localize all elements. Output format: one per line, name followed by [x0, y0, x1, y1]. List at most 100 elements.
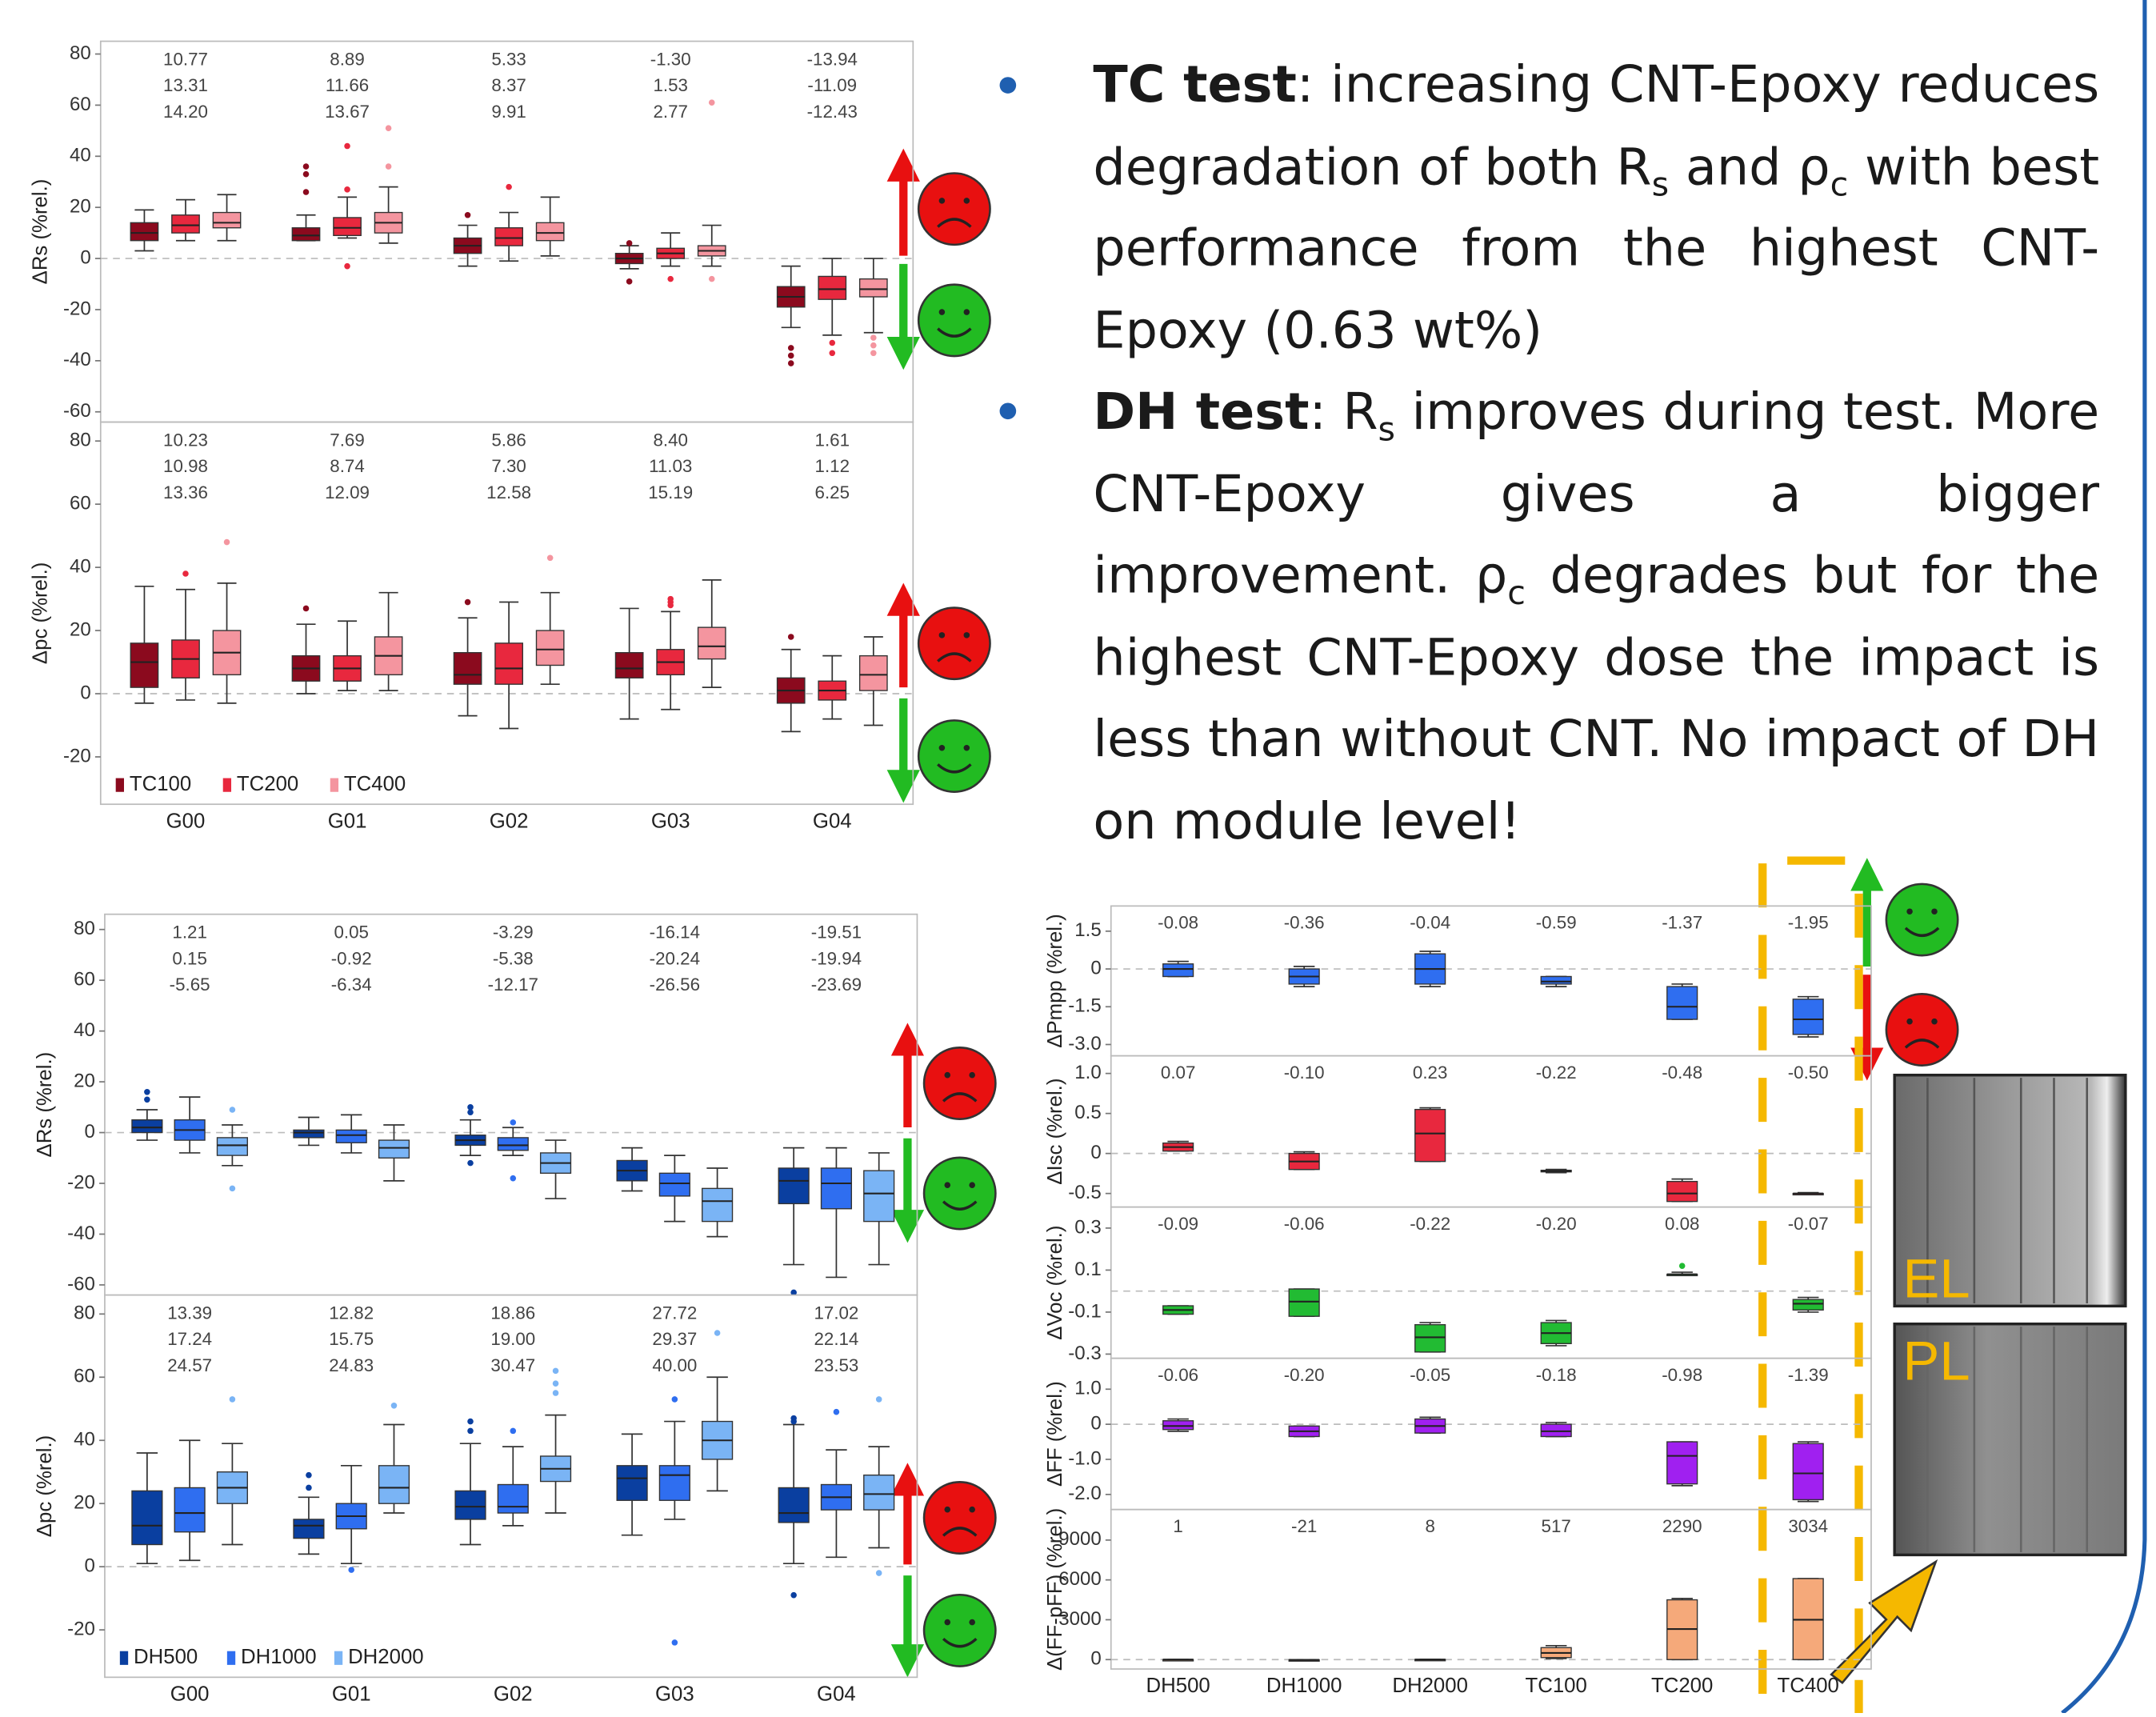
outlier [467, 1428, 474, 1435]
panel-frame [101, 422, 914, 805]
x-tick-label: DH500 [1146, 1675, 1210, 1697]
panel-frame [1111, 906, 1871, 1055]
mean-label: -19.51 [811, 923, 862, 943]
box [218, 1138, 248, 1155]
mean-label: 17.02 [814, 1303, 858, 1323]
outlier [467, 1104, 474, 1111]
mean-label: 0.15 [172, 948, 206, 968]
y-tick-label: 0 [1090, 957, 1101, 979]
outlier [306, 1485, 312, 1491]
mean-label: 2290 [1662, 1516, 1702, 1536]
outlier [829, 340, 835, 346]
mean-label: 5.86 [491, 430, 526, 450]
box [1541, 1424, 1571, 1436]
legend-label: DH500 [134, 1646, 198, 1668]
outlier [386, 125, 392, 131]
outlier [303, 171, 310, 178]
outlier [714, 1330, 721, 1336]
box [702, 1188, 733, 1221]
y-tick-label: 20 [70, 196, 91, 218]
y-tick-label: 0.5 [1074, 1102, 1101, 1123]
image-label: PL [1902, 1330, 1970, 1391]
mean-label: 15.19 [648, 482, 693, 502]
y-tick-label: -60 [67, 1273, 95, 1295]
y-axis-label: Δ(FF-pFF) (%rel.) [1044, 1508, 1066, 1671]
y-tick-label: -1.0 [1068, 1447, 1101, 1469]
box [1667, 1442, 1698, 1484]
mean-label: 517 [1542, 1516, 1571, 1536]
x-tick-label: G03 [651, 810, 690, 832]
box [1163, 964, 1194, 977]
y-tick-label: -20 [63, 298, 91, 319]
mean-label: 8 [1425, 1516, 1434, 1536]
box [864, 1171, 894, 1221]
box [174, 1487, 205, 1531]
outlier [870, 350, 877, 356]
outlier [667, 276, 674, 282]
panel-frame [105, 915, 918, 1295]
outlier [344, 186, 350, 193]
mean-label: -1.30 [650, 50, 691, 70]
box [292, 228, 319, 241]
bold-run: TC test [1093, 55, 1296, 114]
image-label: EL [1902, 1247, 1970, 1309]
outlier [829, 350, 835, 356]
y-tick-label: -0.3 [1068, 1343, 1101, 1364]
outlier [230, 1107, 236, 1113]
y-tick-label: -0.1 [1068, 1300, 1101, 1322]
legend-label: TC200 [237, 773, 298, 795]
box [495, 643, 522, 684]
bullet-dot [1000, 77, 1017, 94]
outlier [834, 1409, 840, 1415]
mean-label: -6.34 [331, 975, 372, 995]
box [172, 215, 199, 233]
outlier [788, 353, 794, 359]
mean-label: 7.69 [330, 430, 364, 450]
mean-label: -0.48 [1662, 1063, 1702, 1083]
mean-label: 8.74 [330, 456, 364, 476]
box [495, 228, 522, 246]
box [536, 222, 563, 240]
mean-label: -26.56 [650, 975, 700, 995]
outlier [790, 1415, 797, 1422]
box [659, 1466, 690, 1500]
box [1793, 1299, 1823, 1310]
mean-label: -5.65 [170, 975, 210, 995]
box [130, 222, 158, 240]
box [454, 653, 481, 684]
y-tick-label: -40 [63, 349, 91, 370]
y-tick-label: 0 [85, 1555, 95, 1577]
y-axis-label: Δpc (%rel.) [30, 562, 52, 664]
mean-label: -0.36 [1284, 913, 1325, 933]
mean-label: 12.82 [329, 1303, 374, 1323]
box [132, 1120, 162, 1133]
outlier [553, 1390, 559, 1396]
y-tick-label: 40 [70, 555, 91, 577]
y-tick-label: 0 [80, 246, 90, 268]
y-tick-label: -40 [67, 1223, 95, 1244]
outlier [667, 599, 674, 606]
mean-label: 22.14 [814, 1329, 858, 1349]
outlier [547, 554, 554, 561]
mean-label: -1.37 [1662, 913, 1702, 933]
page: CNT-Epoxy TC and DH test results {"slide… [0, 0, 2156, 1713]
mean-label: -0.98 [1662, 1365, 1702, 1385]
y-axis-label: ΔIsc (%rel.) [1044, 1079, 1066, 1185]
outlier [348, 1567, 354, 1573]
y-tick-label: 0.1 [1074, 1259, 1101, 1280]
mean-label: 0.23 [1413, 1063, 1447, 1083]
page-body: TC test: increasing CNT-Epoxy reduces de… [0, 0, 2156, 1713]
outlier [224, 539, 230, 546]
outlier [870, 342, 877, 349]
el-image: EL [1894, 1075, 2126, 1310]
box [615, 653, 642, 678]
y-axis-label: ΔRs (%rel.) [34, 1052, 56, 1158]
outlier [344, 143, 350, 150]
mean-label: 1 [1173, 1516, 1182, 1536]
box [1667, 987, 1698, 1019]
mean-label: 13.67 [325, 102, 370, 122]
mean-label: 10.77 [163, 50, 208, 70]
mean-label: -0.10 [1284, 1063, 1325, 1083]
y-tick-label: -2.0 [1068, 1483, 1101, 1504]
mean-label: 14.20 [163, 102, 208, 122]
